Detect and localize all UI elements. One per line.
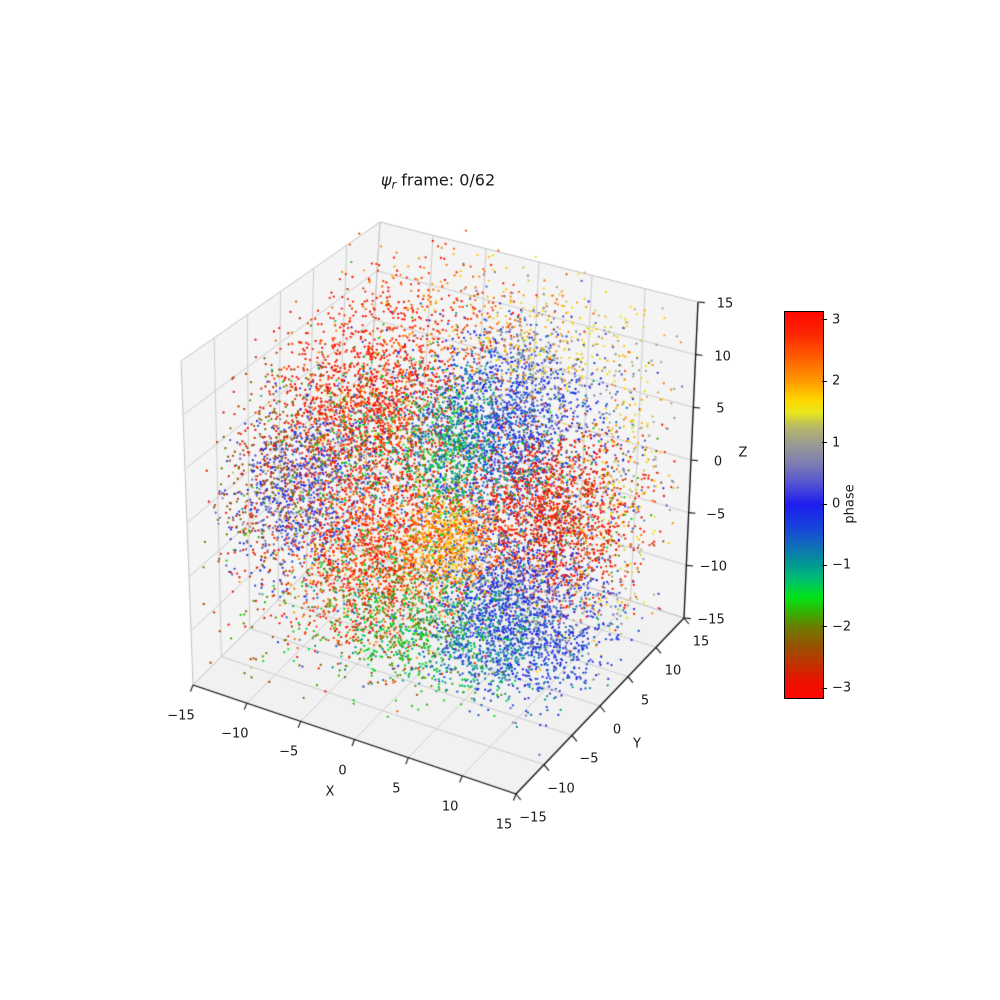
colorbar-tick-label: −1 (832, 557, 852, 573)
colorbar-tick (822, 380, 827, 382)
z-tick-label: −5 (706, 507, 726, 523)
colorbar-tick (822, 319, 827, 321)
y-axis-label: Y (633, 736, 641, 752)
psi-symbol: ψ (380, 170, 392, 190)
colorbar-tick-label: −3 (832, 680, 852, 696)
title-text: frame: 0/62 (396, 170, 496, 190)
colorbar (784, 311, 824, 699)
y-tick-label: −15 (519, 810, 547, 826)
x-axis-label: X (325, 784, 335, 800)
z-axis-label: Z (738, 445, 748, 461)
colorbar-tick (822, 687, 827, 689)
y-tick-label: −10 (547, 781, 575, 797)
x-tick-label: −15 (167, 708, 195, 724)
colorbar-tick (822, 564, 827, 566)
colorbar-tick (822, 626, 827, 628)
colorbar-tick-label: 3 (832, 312, 841, 328)
colorbar-title: phase (842, 484, 858, 524)
x-tick-label: 15 (495, 817, 513, 833)
y-tick-label: 5 (640, 693, 650, 709)
y-tick-label: 10 (664, 663, 682, 679)
y-tick-label: 15 (692, 634, 710, 650)
colorbar-tick (822, 442, 827, 444)
colorbar-tick-label: 1 (832, 435, 841, 451)
x-tick-label: −5 (279, 744, 299, 760)
psi-subscript: r (391, 177, 397, 192)
colorbar-tick-label: −2 (832, 619, 852, 635)
z-tick-label: 15 (716, 296, 734, 312)
x-tick-label: 10 (441, 799, 459, 815)
z-tick-label: −15 (697, 612, 725, 628)
colorbar-tick (822, 503, 827, 505)
x-tick-label: 5 (392, 781, 401, 797)
y-tick-label: 0 (612, 722, 622, 738)
z-tick-label: 5 (716, 401, 725, 417)
colorbar-tick-label: 0 (832, 496, 841, 512)
z-tick-label: 10 (714, 349, 731, 365)
x-tick-label: −10 (221, 726, 249, 742)
colorbar-tick-label: 2 (832, 373, 841, 389)
plot-title: ψr frame: 0/62 (381, 171, 495, 192)
z-tick-label: 0 (713, 454, 723, 470)
y-tick-label: −5 (579, 751, 599, 767)
x-tick-label: 0 (338, 763, 347, 778)
z-tick-label: −10 (699, 559, 728, 575)
